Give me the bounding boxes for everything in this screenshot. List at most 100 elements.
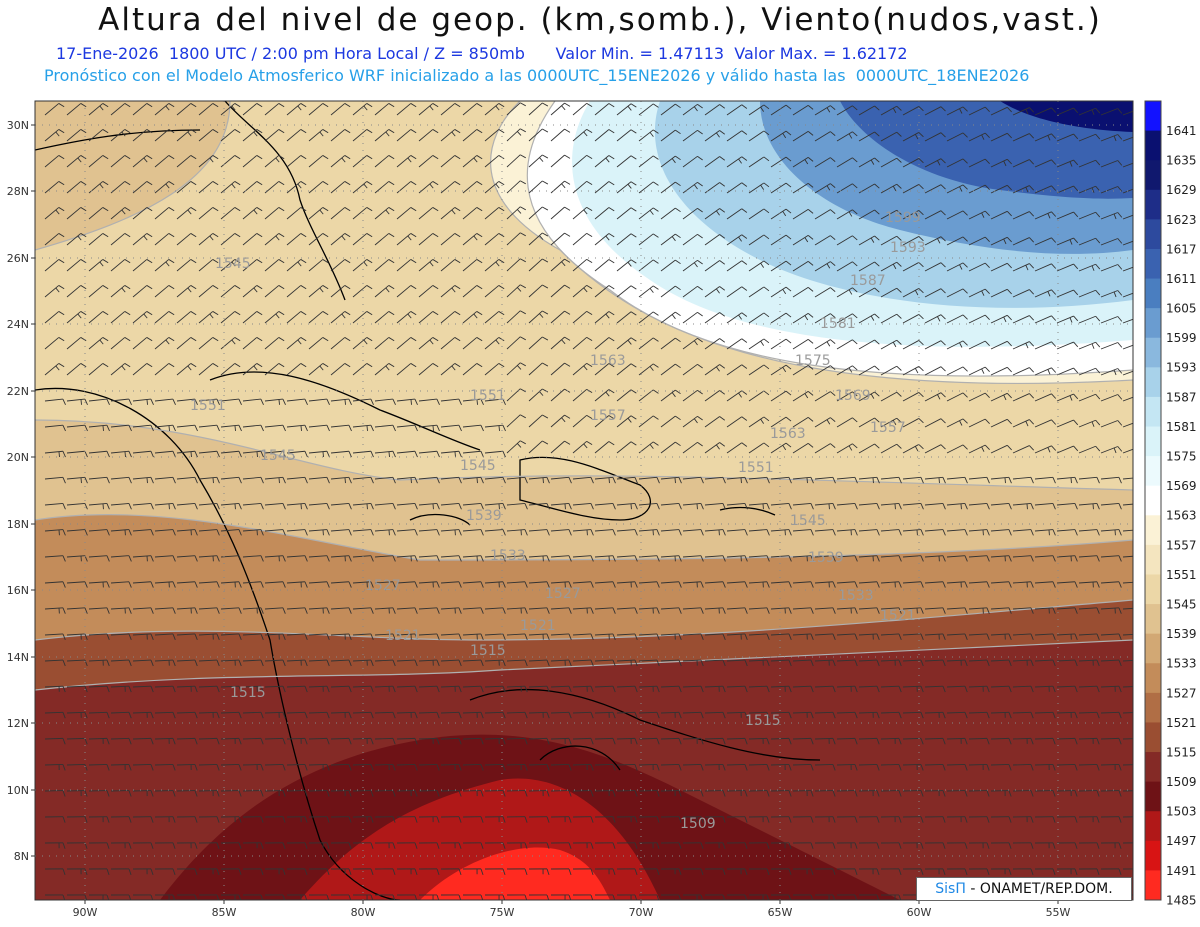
lon-label: 80W — [351, 906, 376, 919]
colorbar-swatch — [1145, 130, 1161, 161]
contour-label: 1527 — [545, 586, 581, 602]
contour-label: 1545 — [790, 513, 826, 529]
coastlines — [35, 101, 821, 900]
lat-label: 20N — [7, 451, 29, 464]
lon-label: 85W — [212, 906, 237, 919]
contour-label: 1551 — [738, 460, 774, 476]
credit-org: - ONAMET/REP.DOM. — [965, 881, 1113, 897]
contour-label: 1581 — [820, 316, 856, 332]
lat-label: 22N — [7, 385, 29, 398]
lon-label: 65W — [768, 906, 793, 919]
contour-label: 1563 — [590, 353, 626, 369]
contour-label: 1551 — [190, 398, 226, 414]
contour-label: 1563 — [770, 426, 806, 442]
colorbar-swatch — [1145, 337, 1161, 368]
value-range: Valor Min. = 1.47113 Valor Max. = 1.6217… — [555, 44, 908, 63]
contour-label: 1533 — [838, 588, 874, 604]
colorbar-swatch — [1145, 278, 1161, 309]
colorbar-swatch — [1145, 840, 1161, 871]
contour-label: 1593 — [890, 240, 926, 256]
contour-label: 1515 — [745, 713, 781, 729]
colorbar-swatch — [1145, 219, 1161, 250]
colorbar-swatch — [1145, 870, 1161, 901]
lat-label: 8N — [14, 850, 29, 863]
colorbar-label: 1533 — [1166, 657, 1197, 671]
colorbar-label: 1635 — [1166, 154, 1197, 168]
colorbar-label: 1503 — [1166, 805, 1197, 819]
lon-label: 75W — [490, 906, 515, 919]
subtitle-model: Pronóstico con el Modelo Atmosferico WRF… — [44, 66, 1030, 85]
longitude-labels: 90W 85W 80W 75W 70W 65W 60W 55W — [73, 900, 1071, 919]
colorbar-swatch — [1145, 722, 1161, 753]
colorbar-label: 1605 — [1166, 302, 1197, 316]
contour-label: 1545 — [460, 458, 496, 474]
colorbar-label: 1545 — [1166, 597, 1197, 611]
latitude-labels: 30N 28N 26N 24N 22N 20N 18N 16N 14N 12N 10N 8N — [7, 119, 35, 863]
lon-label: 55W — [1046, 906, 1071, 919]
graticule — [35, 101, 1133, 900]
colorbar-label: 1629 — [1166, 183, 1197, 197]
colorbar-label: 1551 — [1166, 568, 1197, 582]
contour-lines — [35, 101, 1133, 691]
colorbar-label: 1563 — [1166, 509, 1197, 523]
colorbar-swatch — [1145, 248, 1161, 280]
colorbar-label: 1497 — [1166, 834, 1197, 848]
colorbar-label: 1593 — [1166, 361, 1197, 375]
lat-label: 10N — [7, 784, 29, 797]
contour-label: 1539 — [808, 550, 844, 566]
subtitle-time: 17-Ene-2026 1800 UTC / 2:00 pm Hora Loca… — [56, 44, 908, 63]
contour-label: 1515 — [230, 685, 266, 701]
colorbar — [1144, 100, 1162, 901]
colorbar-label: 1527 — [1166, 686, 1197, 700]
colorbar-label: 1623 — [1166, 213, 1197, 227]
map-frame — [34, 100, 1134, 901]
colorbar-swatch — [1145, 633, 1161, 664]
colorbar-swatch — [1145, 574, 1161, 605]
colorbar-swatch — [1145, 663, 1161, 694]
colorbar-label: 1617 — [1166, 242, 1197, 256]
colorbar-swatch — [1145, 692, 1161, 723]
colorbar-label: 1509 — [1166, 775, 1197, 789]
contour-label: 1557 — [590, 408, 626, 424]
colorbar-swatch — [1145, 456, 1161, 487]
colorbar-label: 1587 — [1166, 390, 1197, 404]
contour-label: 1545 — [260, 448, 296, 464]
contour-label: 1545 — [215, 256, 251, 272]
lat-label: 16N — [7, 584, 29, 597]
lat-label: 18N — [7, 518, 29, 531]
colorbar-swatch — [1145, 752, 1161, 783]
colorbar-label: 1599 — [1166, 331, 1197, 345]
valid-time: 17-Ene-2026 1800 UTC / 2:00 pm Hora Loca… — [56, 44, 525, 63]
colorbar-label: 1557 — [1166, 538, 1197, 552]
credit-box: SisΠ - ONAMET/REP.DOM. — [916, 877, 1132, 901]
colorbar-swatch — [1145, 101, 1161, 132]
contour-label: 1569 — [835, 388, 871, 404]
contour-label: 1521 — [880, 608, 916, 624]
colorbar-swatch — [1145, 189, 1161, 220]
lat-label: 14N — [7, 651, 29, 664]
contour-labels: 1545 1551 1545 1551 1563 1557 1563 1575 1569 1557… — [190, 210, 926, 832]
contour-label: 1527 — [365, 578, 401, 594]
colorbar-swatch — [1145, 160, 1161, 191]
contour-label: 1539 — [466, 508, 502, 524]
contour-label: 1509 — [680, 816, 716, 832]
contour-label: 1521 — [520, 618, 556, 634]
contour-label: 1587 — [850, 273, 886, 289]
colorbar-swatch — [1145, 544, 1161, 575]
colorbar-label: 1569 — [1166, 479, 1197, 493]
contour-label: 1515 — [470, 643, 506, 659]
colorbar-swatch — [1145, 485, 1161, 516]
contour-label: 1533 — [490, 548, 526, 564]
lon-label: 60W — [907, 906, 932, 919]
colorbar-label: 1611 — [1166, 272, 1197, 286]
colorbar-label: 1581 — [1166, 420, 1197, 434]
lat-label: 30N — [7, 119, 29, 132]
contour-label: 1575 — [795, 353, 831, 369]
colorbar-label: 1515 — [1166, 745, 1197, 759]
contour-label: 1599 — [885, 210, 921, 226]
lat-label: 26N — [7, 252, 29, 265]
colorbar-label: 1539 — [1166, 627, 1197, 641]
colorbar-label: 1491 — [1166, 864, 1197, 878]
colorbar-swatch — [1145, 426, 1161, 457]
